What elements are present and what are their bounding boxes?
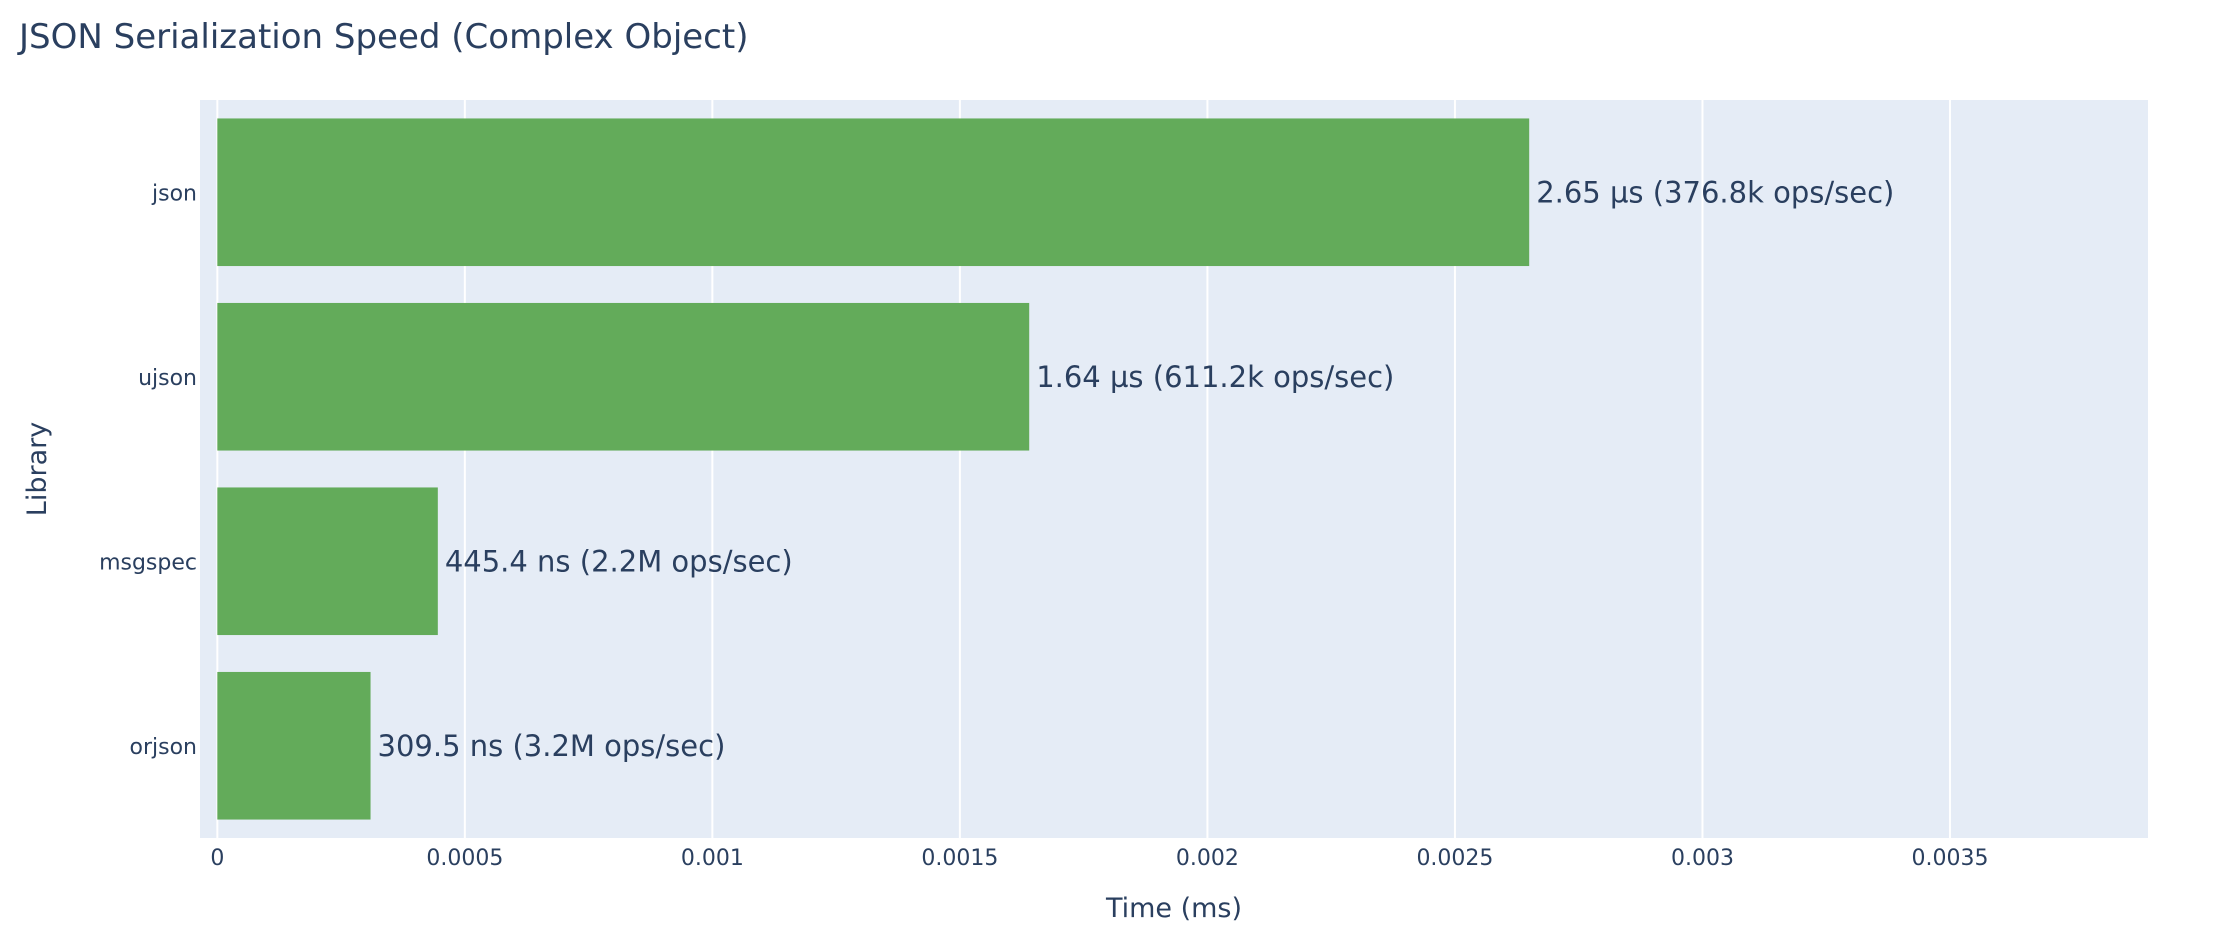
x-tick-label: 0.0015 [921,846,998,871]
x-axis-tick-labels: 0 0.0005 0.001 0.0015 0.002 0.0025 0.003 0.0035 [210,846,1988,871]
bar [217,671,371,820]
x-tick-label: 0.0025 [1416,846,1493,871]
y-tick-label: orjson [130,735,197,760]
bars [217,118,1530,820]
x-tick-label: 0.0005 [426,846,503,871]
bar [217,302,1030,451]
x-tick-label: 0.001 [681,846,744,871]
bar-data-label: 1.64 µs (611.2k ops/sec) [1036,360,1394,394]
chart-title: JSON Serialization Speed (Complex Object… [17,17,748,57]
x-tick-label: 0.003 [1671,846,1734,871]
y-tick-label: json [151,181,197,206]
bar-data-label: 309.5 ns (3.2M ops/sec) [378,729,726,763]
bar-data-label: 2.65 µs (376.8k ops/sec) [1536,175,1894,209]
x-axis-title: Time (ms) [1105,893,1242,924]
x-tick-label: 0 [210,846,224,871]
bar-data-label: 445.4 ns (2.2M ops/sec) [445,544,793,578]
x-tick-label: 0.0035 [1911,846,1988,871]
bar-labels: 2.65 µs (376.8k ops/sec) 1.64 µs (611.2k … [378,175,1895,763]
y-tick-label: msgspec [99,550,197,575]
y-axis-tick-labels: json ujson msgspec orjson [99,181,197,760]
x-tick-label: 0.002 [1176,846,1239,871]
y-tick-label: ujson [138,366,197,391]
y-axis-title: Library [22,422,53,516]
bar [217,487,438,636]
bar [217,118,1530,267]
